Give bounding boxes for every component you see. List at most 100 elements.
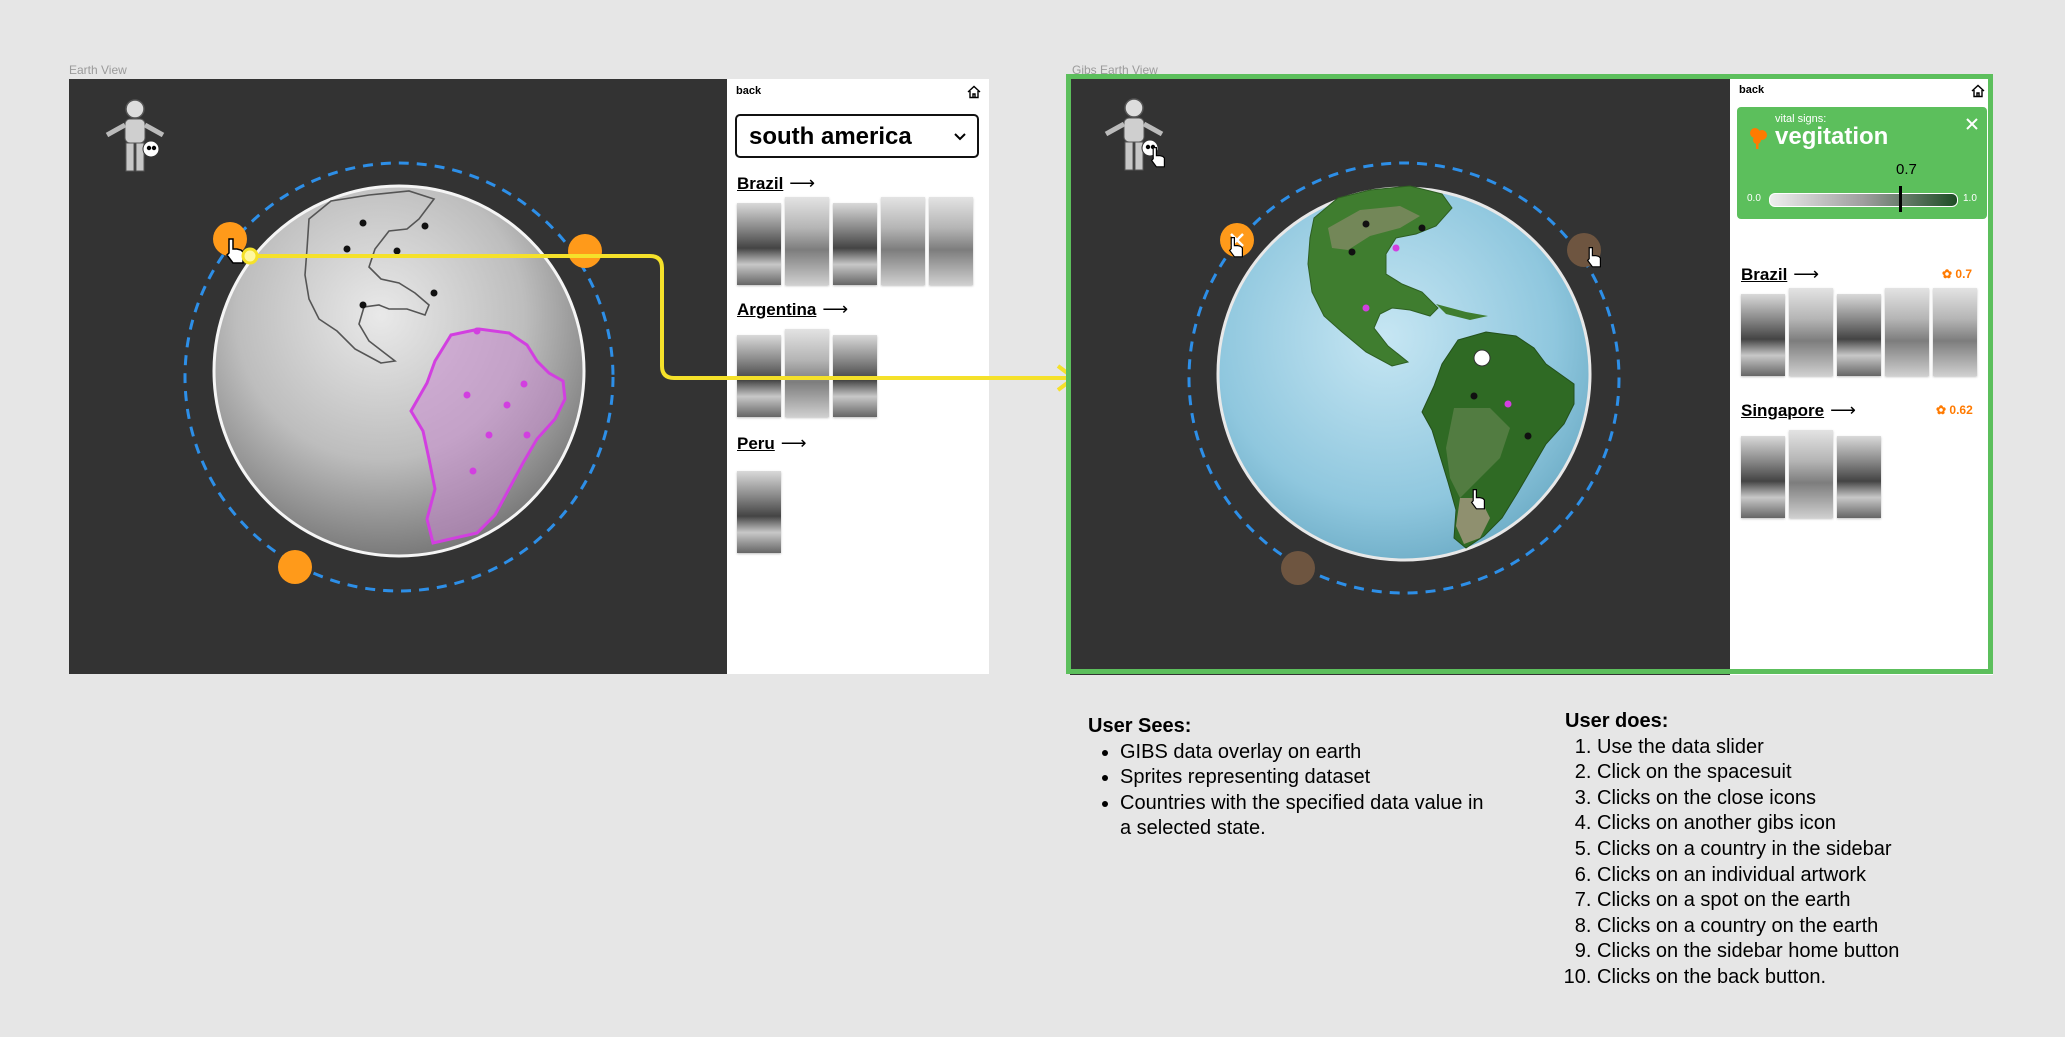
artwork-thumb[interactable] bbox=[1837, 436, 1881, 518]
vegetation-icon bbox=[1750, 128, 1767, 149]
list-item: Clicks on another gibs icon bbox=[1597, 811, 2035, 837]
vital-subtitle: vital signs: bbox=[1775, 113, 1827, 125]
home-icon[interactable] bbox=[1971, 84, 1985, 98]
list-item: Clicks on an individual artwork bbox=[1597, 863, 2035, 889]
artwork-thumb[interactable] bbox=[1741, 294, 1785, 376]
artwork-thumb[interactable] bbox=[785, 197, 829, 285]
north-america-outline[interactable] bbox=[304, 190, 436, 364]
artwork-thumb[interactable] bbox=[737, 203, 781, 285]
list-item: Sprites representing dataset bbox=[1120, 765, 1488, 791]
earth-scene bbox=[1104, 98, 1621, 595]
vital-title: vegitation bbox=[1775, 123, 1889, 150]
artwork-thumb[interactable] bbox=[881, 197, 925, 285]
arrow-right-icon: ⟶ bbox=[1830, 400, 1856, 420]
list-item: Click on the spacesuit bbox=[1597, 760, 2035, 786]
artwork-thumb[interactable] bbox=[1789, 288, 1833, 376]
hand-cursor-icon bbox=[1470, 489, 1486, 510]
astronaut-icon[interactable] bbox=[105, 99, 165, 172]
artwork-list-brazil bbox=[1741, 288, 1977, 376]
frame-label-gibs-view: Gibs Earth View bbox=[1072, 63, 1158, 77]
close-icon[interactable] bbox=[1965, 117, 1979, 131]
back-button[interactable]: back bbox=[736, 85, 762, 97]
list-item: Clicks on a country on the earth bbox=[1597, 914, 2035, 940]
country-link-argentina[interactable]: Argentina ⟶ bbox=[737, 299, 848, 320]
artwork-list-peru bbox=[737, 471, 781, 553]
score-value: 0.7 bbox=[1955, 267, 1973, 281]
country-link-singapore[interactable]: Singapore ⟶ bbox=[1741, 400, 1856, 421]
artwork-thumb[interactable] bbox=[1837, 294, 1881, 376]
artwork-thumb[interactable] bbox=[785, 329, 829, 417]
arrow-right-icon: ⟶ bbox=[780, 433, 807, 453]
data-slider[interactable] bbox=[1769, 186, 1958, 212]
user-does-notes: User does: Use the data slider Click on … bbox=[1565, 709, 2035, 991]
artwork-thumb[interactable] bbox=[1885, 288, 1929, 376]
list-item: Clicks on a country in the sidebar bbox=[1597, 837, 2035, 863]
earth-scene bbox=[105, 99, 615, 593]
hand-cursor-icon bbox=[1150, 147, 1166, 168]
back-button[interactable]: back bbox=[1739, 84, 1765, 96]
country-name: Argentina bbox=[737, 300, 817, 319]
arrow-right-icon: ⟶ bbox=[789, 173, 816, 193]
hand-cursor-icon bbox=[1586, 247, 1602, 268]
list-item: Countries with the specified data value … bbox=[1120, 791, 1488, 842]
user-sees-heading: User Sees: bbox=[1088, 715, 1192, 737]
region-select-value: south america bbox=[749, 123, 912, 150]
arrow-right-icon: ⟶ bbox=[1793, 264, 1820, 284]
score-value: 0.62 bbox=[1949, 403, 1973, 417]
artwork-thumb[interactable] bbox=[929, 197, 973, 285]
list-item: Clicks on the close icons bbox=[1597, 786, 2035, 812]
list-item: Clicks on a spot on the earth bbox=[1597, 888, 2035, 914]
list-item: Clicks on the back button. bbox=[1597, 965, 2035, 991]
slider-handle[interactable] bbox=[1899, 186, 1903, 212]
vital-signs-card: vital signs: vegitation 0.7 0.0 1.0 bbox=[1737, 107, 1987, 219]
slider-max-label: 1.0 bbox=[1963, 193, 1977, 204]
caribbean-islands bbox=[1436, 304, 1488, 320]
user-does-list: Use the data slider Click on the spacesu… bbox=[1565, 735, 2035, 991]
country-name: Brazil bbox=[1741, 265, 1788, 284]
slider-min-label: 0.0 bbox=[1747, 193, 1761, 204]
sprite-gibs-2[interactable] bbox=[568, 234, 602, 268]
earth-view-frame: back south america Brazil ⟶ Argentina ⟶ Pe… bbox=[69, 79, 989, 674]
artwork-thumb[interactable] bbox=[833, 203, 877, 285]
artwork-thumb[interactable] bbox=[1741, 436, 1785, 518]
user-does-heading: User does: bbox=[1565, 710, 1669, 732]
frame-label-earth-view: Earth View bbox=[69, 63, 127, 77]
home-icon[interactable] bbox=[967, 85, 981, 99]
data-spots[interactable] bbox=[343, 219, 531, 475]
artwork-thumb[interactable] bbox=[1933, 288, 1977, 376]
vegetation-icon: ✿ bbox=[1936, 403, 1950, 417]
country-link-brazil[interactable]: Brazil ⟶ bbox=[1741, 264, 1819, 285]
artwork-list-brazil bbox=[737, 197, 973, 285]
arrow-right-icon: ⟶ bbox=[822, 299, 849, 319]
country-link-peru[interactable]: Peru ⟶ bbox=[737, 433, 807, 454]
terrain-patch bbox=[1456, 498, 1490, 544]
country-name: Peru bbox=[737, 434, 775, 453]
country-name: Singapore bbox=[1741, 401, 1825, 420]
gibs-earth-view-frame: back vital signs: vegitation 0.7 0.0 1.0… bbox=[1070, 78, 1993, 675]
earth-canvas[interactable] bbox=[1070, 78, 1730, 675]
chevron-down-icon bbox=[954, 133, 966, 141]
orbit-ring bbox=[1187, 161, 1621, 595]
artwork-thumb[interactable] bbox=[1789, 430, 1833, 518]
terrain-patch bbox=[1446, 408, 1510, 498]
terrain-patch bbox=[1328, 206, 1420, 250]
country-score-brazil: ✿ 0.7 bbox=[1942, 267, 1972, 281]
sprite-gibs-3[interactable] bbox=[278, 550, 312, 584]
country-link-brazil[interactable]: Brazil ⟶ bbox=[737, 173, 815, 194]
country-name: Brazil bbox=[737, 174, 784, 193]
hand-cursor-icon bbox=[1228, 237, 1244, 258]
astronaut-icon[interactable] bbox=[1104, 98, 1164, 171]
list-item: Clicks on the sidebar home button bbox=[1597, 939, 2035, 965]
slider-value: 0.7 bbox=[1896, 161, 1917, 178]
artwork-thumb[interactable] bbox=[737, 471, 781, 553]
user-sees-notes: User Sees: GIBS data overlay on earth Sp… bbox=[1088, 714, 1488, 842]
region-select[interactable]: south america bbox=[735, 114, 979, 158]
orbit-ring bbox=[183, 161, 615, 593]
data-spots[interactable] bbox=[1348, 220, 1532, 440]
earth-canvas[interactable] bbox=[69, 79, 727, 674]
country-score-singapore: ✿ 0.62 bbox=[1936, 403, 1973, 417]
vegetation-icon: ✿ bbox=[1942, 267, 1956, 281]
user-sees-list: GIBS data overlay on earth Sprites repre… bbox=[1088, 740, 1488, 842]
list-item: Use the data slider bbox=[1597, 735, 2035, 761]
sprite-gibs-inactive-2[interactable] bbox=[1281, 551, 1315, 585]
